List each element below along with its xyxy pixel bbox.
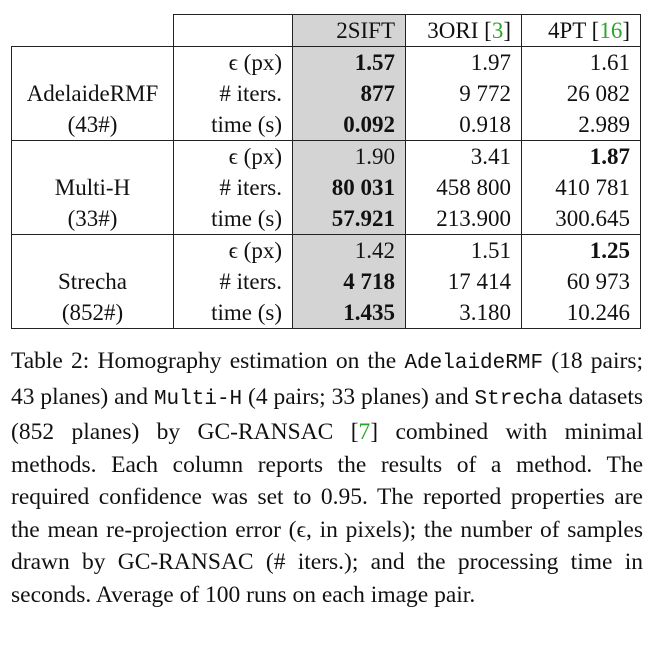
results-table: 2SIFT 3ORI [3] 4PT [16] ϵ (px) 1.57 1.97 1.…	[11, 14, 641, 329]
value-cell: 9 772	[405, 78, 522, 109]
dataset-count: (43#)	[11, 109, 174, 141]
property-label: # iters.	[173, 78, 293, 109]
header-corner	[11, 14, 174, 47]
header-method-2sift: 2SIFT	[292, 14, 406, 47]
value-cell: 1.61	[521, 46, 641, 78]
value-cell: 3.180	[405, 297, 522, 329]
value-cell: 1.435	[292, 297, 406, 329]
citation-link[interactable]: 16	[599, 17, 623, 43]
property-label: time (s)	[173, 203, 293, 235]
property-label: ϵ (px)	[173, 234, 293, 266]
property-label: ϵ (px)	[173, 46, 293, 78]
header-prop-blank	[173, 14, 293, 47]
dataset-name: AdelaideRMF	[11, 78, 174, 109]
value-cell: 17 414	[405, 266, 522, 297]
table-row: ϵ (px) 1.42 1.51 1.25	[11, 234, 641, 266]
table-row: (33#) time (s) 57.921 213.900 300.645	[11, 203, 641, 235]
value-cell: 4 718	[292, 266, 406, 297]
table-row: Multi-H # iters. 80 031 458 800 410 781	[11, 172, 641, 203]
value-cell: 0.918	[405, 109, 522, 141]
table-row: ϵ (px) 1.90 3.41 1.87	[11, 140, 641, 172]
header-method-3ori: 3ORI [3]	[405, 14, 522, 47]
dataset-name: Multi-H	[11, 172, 174, 203]
dataset-cell	[11, 46, 174, 78]
value-cell: 1.42	[292, 234, 406, 266]
property-label: ϵ (px)	[173, 140, 293, 172]
header-method-4pt: 4PT [16]	[521, 14, 641, 47]
value-cell: 57.921	[292, 203, 406, 235]
dataset-cell	[11, 140, 174, 172]
dataset-cell	[11, 234, 174, 266]
value-cell: 80 031	[292, 172, 406, 203]
value-cell: 1.57	[292, 46, 406, 78]
value-cell: 877	[292, 78, 406, 109]
dataset-count: (33#)	[11, 203, 174, 235]
dataset-name: Strecha	[11, 266, 174, 297]
table-row: (43#) time (s) 0.092 0.918 2.989	[11, 109, 641, 141]
value-cell: 0.092	[292, 109, 406, 141]
table-row: ϵ (px) 1.57 1.97 1.61	[11, 46, 641, 78]
value-cell: 1.90	[292, 140, 406, 172]
value-cell: 26 082	[521, 78, 641, 109]
value-cell: 60 973	[521, 266, 641, 297]
table-row: AdelaideRMF # iters. 877 9 772 26 082	[11, 78, 641, 109]
value-cell: 213.900	[405, 203, 522, 235]
value-cell: 10.246	[521, 297, 641, 329]
value-cell: 300.645	[521, 203, 641, 235]
property-label: time (s)	[173, 109, 293, 141]
property-label: time (s)	[173, 297, 293, 329]
dataset-count: (852#)	[11, 297, 174, 329]
table-caption: Table 2: Homography estimation on the Ad…	[11, 348, 644, 608]
value-cell: 1.25	[521, 234, 641, 266]
value-cell: 410 781	[521, 172, 641, 203]
citation-link[interactable]: 3	[491, 17, 504, 43]
value-cell: 2.989	[521, 109, 641, 141]
value-cell: 1.97	[405, 46, 522, 78]
table-row: (852#) time (s) 1.435 3.180 10.246	[11, 297, 641, 329]
value-cell: 1.51	[405, 234, 522, 266]
property-label: # iters.	[173, 266, 293, 297]
value-cell: 3.41	[405, 140, 522, 172]
caption-citation-link[interactable]: 7	[358, 419, 371, 445]
table-row: Strecha # iters. 4 718 17 414 60 973	[11, 266, 641, 297]
value-cell: 1.87	[521, 140, 641, 172]
property-label: # iters.	[173, 172, 293, 203]
value-cell: 458 800	[405, 172, 522, 203]
header-row: 2SIFT 3ORI [3] 4PT [16]	[11, 14, 641, 47]
